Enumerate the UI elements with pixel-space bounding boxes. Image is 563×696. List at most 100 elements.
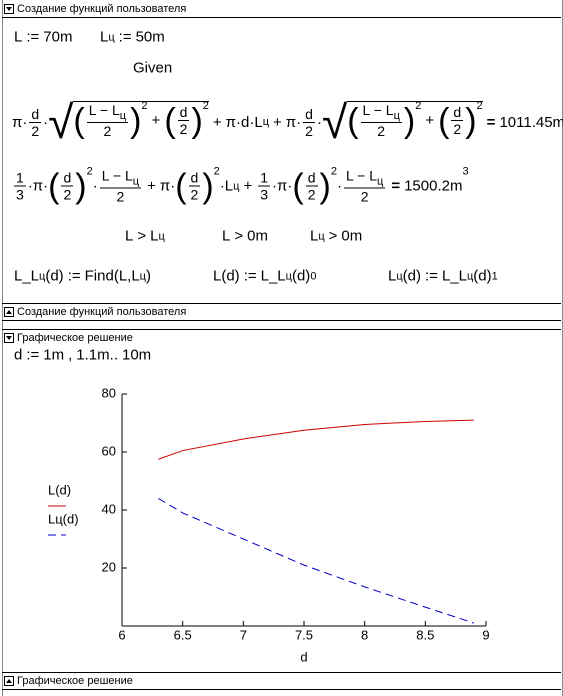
y-tick-label: 20 bbox=[102, 559, 116, 574]
math-token: d bbox=[190, 169, 199, 186]
math-token: = bbox=[391, 177, 401, 195]
x-tick-label: 6 bbox=[118, 627, 125, 642]
math-token: · bbox=[27, 177, 33, 195]
math-token: ц bbox=[139, 270, 146, 282]
math-token: π bbox=[225, 113, 237, 131]
series-line bbox=[158, 497, 475, 624]
math-token: ц bbox=[262, 116, 270, 128]
legend-label: Lц(d) bbox=[48, 511, 79, 526]
math-token: d bbox=[307, 169, 316, 186]
math-token: L bbox=[100, 28, 109, 46]
math-token: L bbox=[224, 177, 234, 195]
region-header[interactable]: Создание функций пользователя bbox=[2, 2, 561, 16]
math-given: Given bbox=[133, 60, 172, 77]
rule bbox=[2, 689, 561, 690]
math-token: 1011.45 bbox=[499, 113, 553, 131]
math-token: ) bbox=[319, 167, 331, 205]
math-token: √ bbox=[48, 96, 74, 148]
y-tick-label: 80 bbox=[102, 385, 116, 400]
rule bbox=[2, 320, 561, 321]
math-token: · bbox=[287, 177, 293, 195]
math-token: ) bbox=[130, 101, 142, 140]
math-token: − bbox=[112, 167, 122, 184]
math-token: 1500.2 bbox=[404, 177, 450, 195]
math-token: 2 bbox=[476, 100, 483, 112]
math-token: ( bbox=[438, 101, 450, 140]
math-token: L bbox=[88, 102, 97, 118]
x-axis-label: d bbox=[300, 649, 307, 664]
math-token: L bbox=[150, 227, 159, 245]
math-token: 50m bbox=[135, 28, 165, 46]
x-tick-label: 9 bbox=[482, 627, 489, 642]
math-token: 2 bbox=[141, 100, 148, 112]
math-token: ц bbox=[466, 270, 474, 282]
y-tick-label: 60 bbox=[102, 443, 116, 458]
math-token: 3 bbox=[16, 186, 24, 203]
math-token: Создание функций пользователя bbox=[17, 3, 187, 15]
math-token: 1.1m bbox=[76, 346, 110, 364]
series-line bbox=[158, 419, 474, 460]
math-token: √ bbox=[321, 96, 348, 148]
math-token: := bbox=[26, 346, 40, 364]
math-function: L (d):= L_L ц (d) 0 bbox=[213, 268, 316, 285]
math-token: ) bbox=[403, 101, 416, 140]
x-tick-label: 7.5 bbox=[295, 627, 313, 642]
y-tick-label: 40 bbox=[102, 501, 116, 516]
math-token: Создание функций пользователя bbox=[17, 306, 187, 318]
math-token: := bbox=[243, 267, 257, 285]
math-token: · bbox=[249, 113, 255, 131]
math-token: ц bbox=[119, 110, 127, 122]
math-token: ц bbox=[108, 31, 115, 43]
math-token: π bbox=[277, 177, 288, 195]
math-token: m bbox=[552, 113, 563, 131]
math-token: Графическое решение bbox=[17, 675, 133, 687]
region-footer[interactable]: Создание функций пользователя bbox=[2, 305, 561, 319]
math-token: · bbox=[336, 177, 342, 195]
math-token: π bbox=[285, 113, 297, 131]
math-token: ( bbox=[48, 167, 60, 205]
rule bbox=[2, 672, 561, 673]
math-token: d bbox=[63, 169, 72, 186]
math-token: ц bbox=[285, 270, 292, 282]
math-token: d bbox=[241, 113, 250, 131]
math-token: m bbox=[449, 177, 463, 195]
math-token: Find bbox=[84, 267, 114, 285]
math-token: 2 bbox=[31, 122, 40, 139]
math-token: L_L bbox=[441, 267, 467, 285]
math-token: 2 bbox=[202, 100, 209, 112]
math-token: , bbox=[68, 346, 73, 364]
math-token: + bbox=[212, 113, 222, 131]
math-token: ц bbox=[158, 230, 165, 242]
math-token: ц bbox=[377, 175, 384, 188]
math-token: L bbox=[111, 102, 120, 118]
math-token: 2 bbox=[63, 186, 72, 203]
math-token: 0m bbox=[247, 227, 268, 245]
x-tick-label: 8 bbox=[361, 627, 368, 642]
math-token: L bbox=[14, 28, 23, 46]
math-token: L bbox=[362, 102, 370, 118]
math-token: L bbox=[101, 167, 110, 184]
math-constraint: L >0m bbox=[222, 228, 268, 245]
rule bbox=[2, 17, 561, 18]
math-token: := bbox=[67, 267, 81, 285]
math-token: , bbox=[127, 267, 132, 285]
math-token: L bbox=[213, 267, 222, 285]
math-token: 2 bbox=[330, 165, 337, 178]
math-token: d bbox=[31, 105, 40, 122]
math-token: · bbox=[43, 177, 49, 195]
math-token: 2 bbox=[86, 165, 93, 178]
rule bbox=[2, 303, 561, 304]
math-range: d:= 1m, 1.1m.. 10m bbox=[14, 347, 151, 364]
math-token: 2 bbox=[213, 165, 220, 178]
region-header[interactable]: Графическое решение bbox=[2, 331, 561, 345]
region-footer[interactable]: Графическое решение bbox=[2, 674, 561, 688]
math-token: 1 bbox=[16, 169, 24, 186]
math-token: (d) bbox=[402, 267, 421, 285]
math-token: ) bbox=[75, 167, 87, 205]
math-token: ц bbox=[39, 270, 46, 282]
math-token: ( bbox=[164, 101, 176, 140]
